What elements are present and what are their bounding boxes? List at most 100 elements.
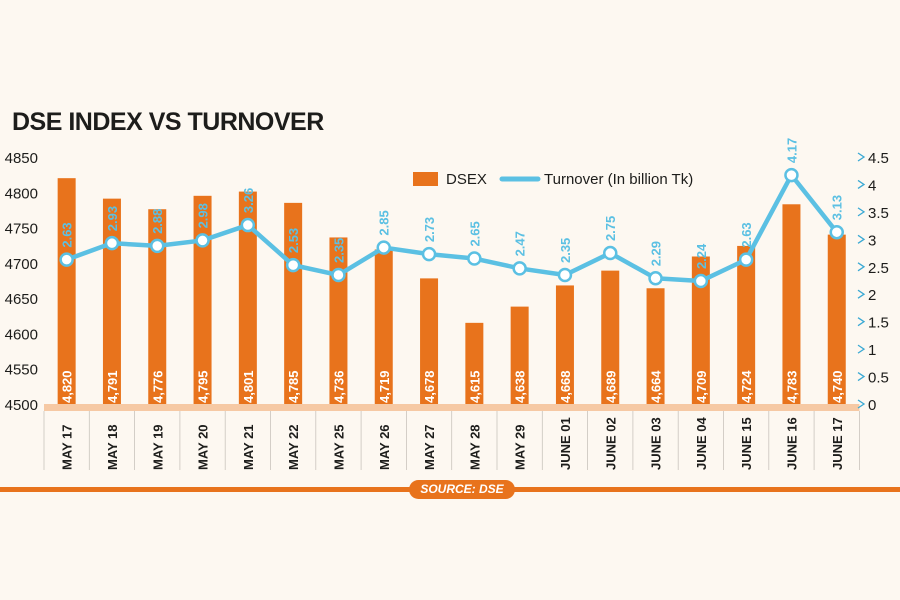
turnover-point [829,224,844,240]
category-label: MAY 26 [377,424,392,470]
category-label: MAY 25 [331,424,346,470]
left-axis-tick: 4700 [5,256,38,273]
category-label: MAY 27 [422,424,437,470]
category-label: JUNE 15 [739,417,754,470]
turnover-point-label: 2.85 [377,210,392,235]
left-axis-tick: 4550 [5,362,38,379]
dsex-bar-label: 4,668 [558,370,573,403]
right-tick-arrow [857,289,866,299]
legend-label-dsex: DSEX [446,171,487,188]
dsex-bar [782,204,801,404]
dsex-bar-label: 4,795 [196,370,211,403]
left-axis-tick: 4800 [5,185,38,202]
category-label: MAY 18 [105,424,120,470]
x-axis-baseline [44,404,860,411]
turnover-point-label: 2.98 [196,203,211,228]
category-label: MAY 28 [467,424,482,470]
dsex-bar [238,191,257,404]
dsex-bar-label: 4,785 [286,370,301,403]
turnover-point [376,240,391,255]
category-label: MAY 29 [513,424,528,470]
left-axis-tick: 4750 [5,221,38,238]
turnover-point [240,217,256,233]
category-label: MAY 22 [286,424,301,470]
turnover-point [693,273,709,289]
turnover-point-label: 2.35 [331,238,346,263]
right-tick-arrow [857,234,866,244]
dsex-bar [57,178,76,404]
left-axis-tick: 4850 [5,150,38,167]
turnover-point [150,238,165,254]
turnover-point-label: 2.29 [649,241,664,266]
turnover-point-label: 3.26 [241,188,256,213]
dsex-bar [284,202,303,404]
dsex-bar [193,195,212,404]
category-label: MAY 19 [150,424,165,470]
dsex-bar [737,245,756,404]
source-label: SOURCE: DSE [409,480,515,499]
dsex-bar-label: 4,719 [377,370,392,403]
dsex-bar [465,322,484,404]
left-axis-tick: 4500 [5,397,38,414]
right-tick-arrow [857,344,866,354]
right-tick-arrow [857,152,866,162]
dsex-bar-label: 4,638 [513,370,528,403]
dsex-bar [420,278,439,404]
category-label: JUNE 02 [603,417,618,470]
chart-title: DSE INDEX VS TURNOVER [12,108,324,136]
dsex-bar [374,249,393,404]
turnover-point-label: 2.65 [467,221,482,246]
dsex-bar-label: 4,678 [422,370,437,403]
turnover-point [104,235,120,251]
turnover-point [557,267,573,283]
right-tick-arrow [857,317,866,327]
dsex-bar [827,234,846,404]
category-label: MAY 17 [60,424,75,470]
turnover-point [421,246,437,262]
turnover-point-label: 2.53 [286,228,301,253]
dsex-bar-label: 4,783 [784,370,799,403]
dsex-bar-label: 4,689 [603,370,618,403]
right-tick-arrow [857,372,866,382]
dsex-bar-label: 4,791 [105,370,120,403]
turnover-point [648,271,663,286]
dsex-bar-label: 4,801 [241,370,256,403]
turnover-point-label: 2.47 [513,231,528,256]
dsex-bar-label: 4,724 [739,370,754,403]
turnover-point [331,267,346,283]
category-label: JUNE 16 [784,417,799,470]
dsex-bar [646,288,665,404]
right-axis-tick: 2 [868,287,876,304]
turnover-point-label: 4.17 [784,138,799,163]
category-label: JUNE 17 [830,417,845,470]
dsex-bar-label: 4,615 [467,370,482,403]
category-label: JUNE 01 [558,417,573,470]
left-axis-tick: 4650 [5,291,38,308]
right-tick-arrow [857,179,866,189]
turnover-point-label: 2.75 [603,216,618,241]
right-axis-tick: 1 [868,342,876,359]
right-tick-arrow [857,262,866,272]
dsex-bar-label: 4,740 [830,370,845,403]
dsex-bar-label: 4,776 [150,370,165,403]
turnover-point-label: 2.93 [105,206,120,231]
turnover-point [603,245,618,261]
right-tick-arrow [857,207,866,217]
turnover-point-label: 2.63 [739,222,754,247]
right-axis-tick: 0 [868,397,876,414]
right-axis-tick: 3 [868,232,876,249]
turnover-point [512,261,527,276]
right-axis-tick: 2.5 [868,260,889,277]
dsex-bar [601,270,620,404]
right-tick-arrow [857,399,866,409]
dsex-bar-label: 4,709 [694,370,709,403]
dsex-bar [148,209,167,404]
dsex-bar-label: 4,820 [60,370,75,403]
turnover-point-label: 2.35 [558,238,573,263]
turnover-line [65,172,839,284]
left-axis-tick: 4600 [5,326,38,343]
category-label: JUNE 04 [694,416,709,470]
right-axis-tick: 4.5 [868,150,889,167]
